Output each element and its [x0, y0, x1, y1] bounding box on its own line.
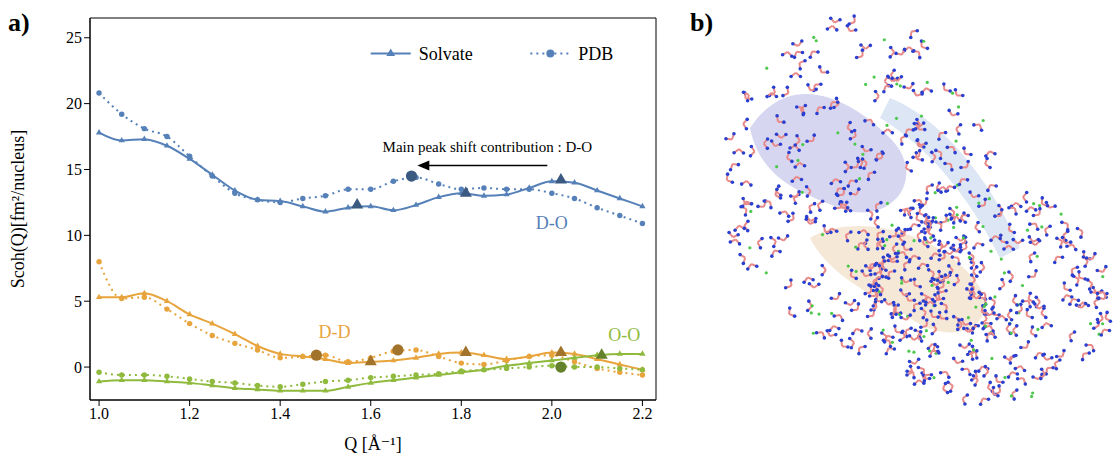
svg-text:1.2: 1.2	[180, 405, 200, 422]
svg-text:1.4: 1.4	[270, 405, 290, 422]
svg-text:25: 25	[66, 29, 82, 46]
svg-text:D-D: D-D	[319, 322, 351, 342]
html-text:b): b)	[690, 8, 714, 37]
svg-text:Main peak shift contribution :: Main peak shift contribution : D-O	[383, 139, 593, 155]
svg-text:1.8: 1.8	[451, 405, 471, 422]
html-text:a): a)	[8, 8, 30, 37]
svg-text:Q [Å⁻¹]: Q [Å⁻¹]	[344, 434, 401, 454]
svg-text:20: 20	[66, 95, 82, 112]
svg-text:2.2: 2.2	[632, 405, 652, 422]
svg-text:5: 5	[74, 293, 82, 310]
svg-text:O-O: O-O	[608, 325, 640, 345]
svg-text:0: 0	[74, 359, 82, 376]
svg-text:15: 15	[66, 161, 82, 178]
svg-text:10: 10	[66, 227, 82, 244]
svg-text:2.0: 2.0	[542, 405, 562, 422]
svg-text:Scoh(Q)[fm²/nucleus]: Scoh(Q)[fm²/nucleus]	[8, 130, 29, 288]
svg-text:1.6: 1.6	[361, 405, 381, 422]
svg-text:D-O: D-O	[536, 213, 568, 233]
svg-text:1.0: 1.0	[89, 405, 109, 422]
svg-text:PDB: PDB	[578, 44, 613, 64]
svg-text:Solvate: Solvate	[419, 44, 473, 64]
